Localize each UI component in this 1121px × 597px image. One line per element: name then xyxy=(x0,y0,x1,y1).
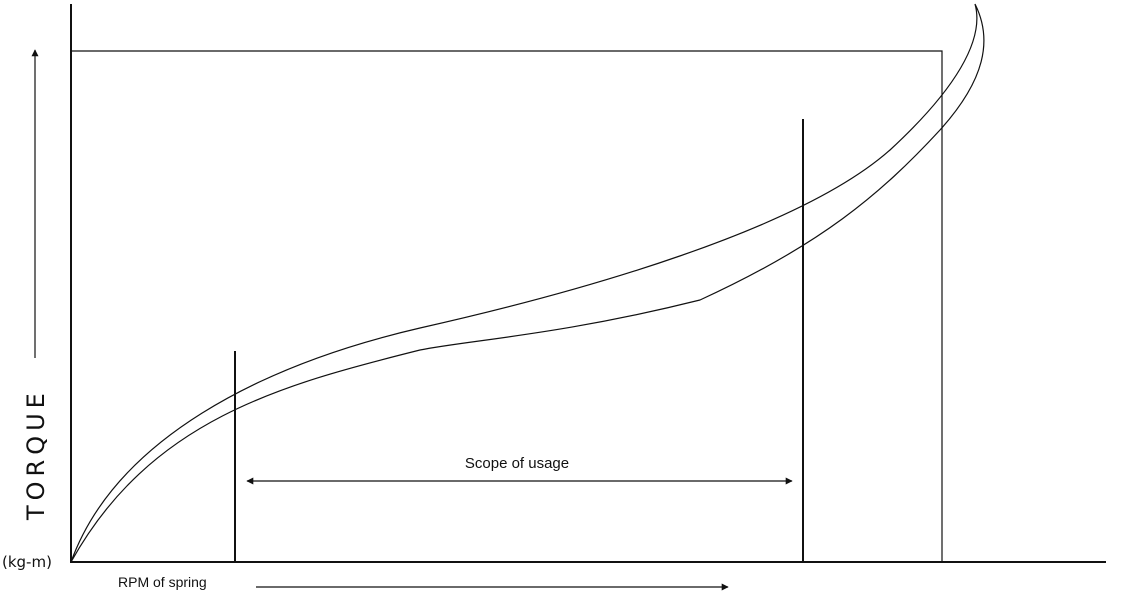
torque-curve-upper xyxy=(70,3,985,563)
x-axis-label: RPM of spring xyxy=(118,574,207,590)
y-axis-unit: (kg-m) xyxy=(2,553,52,571)
max-limit-frame xyxy=(71,50,943,562)
y-axis-label: TORQUE xyxy=(22,388,50,521)
usage-range-label: Scope of usage xyxy=(465,455,569,472)
